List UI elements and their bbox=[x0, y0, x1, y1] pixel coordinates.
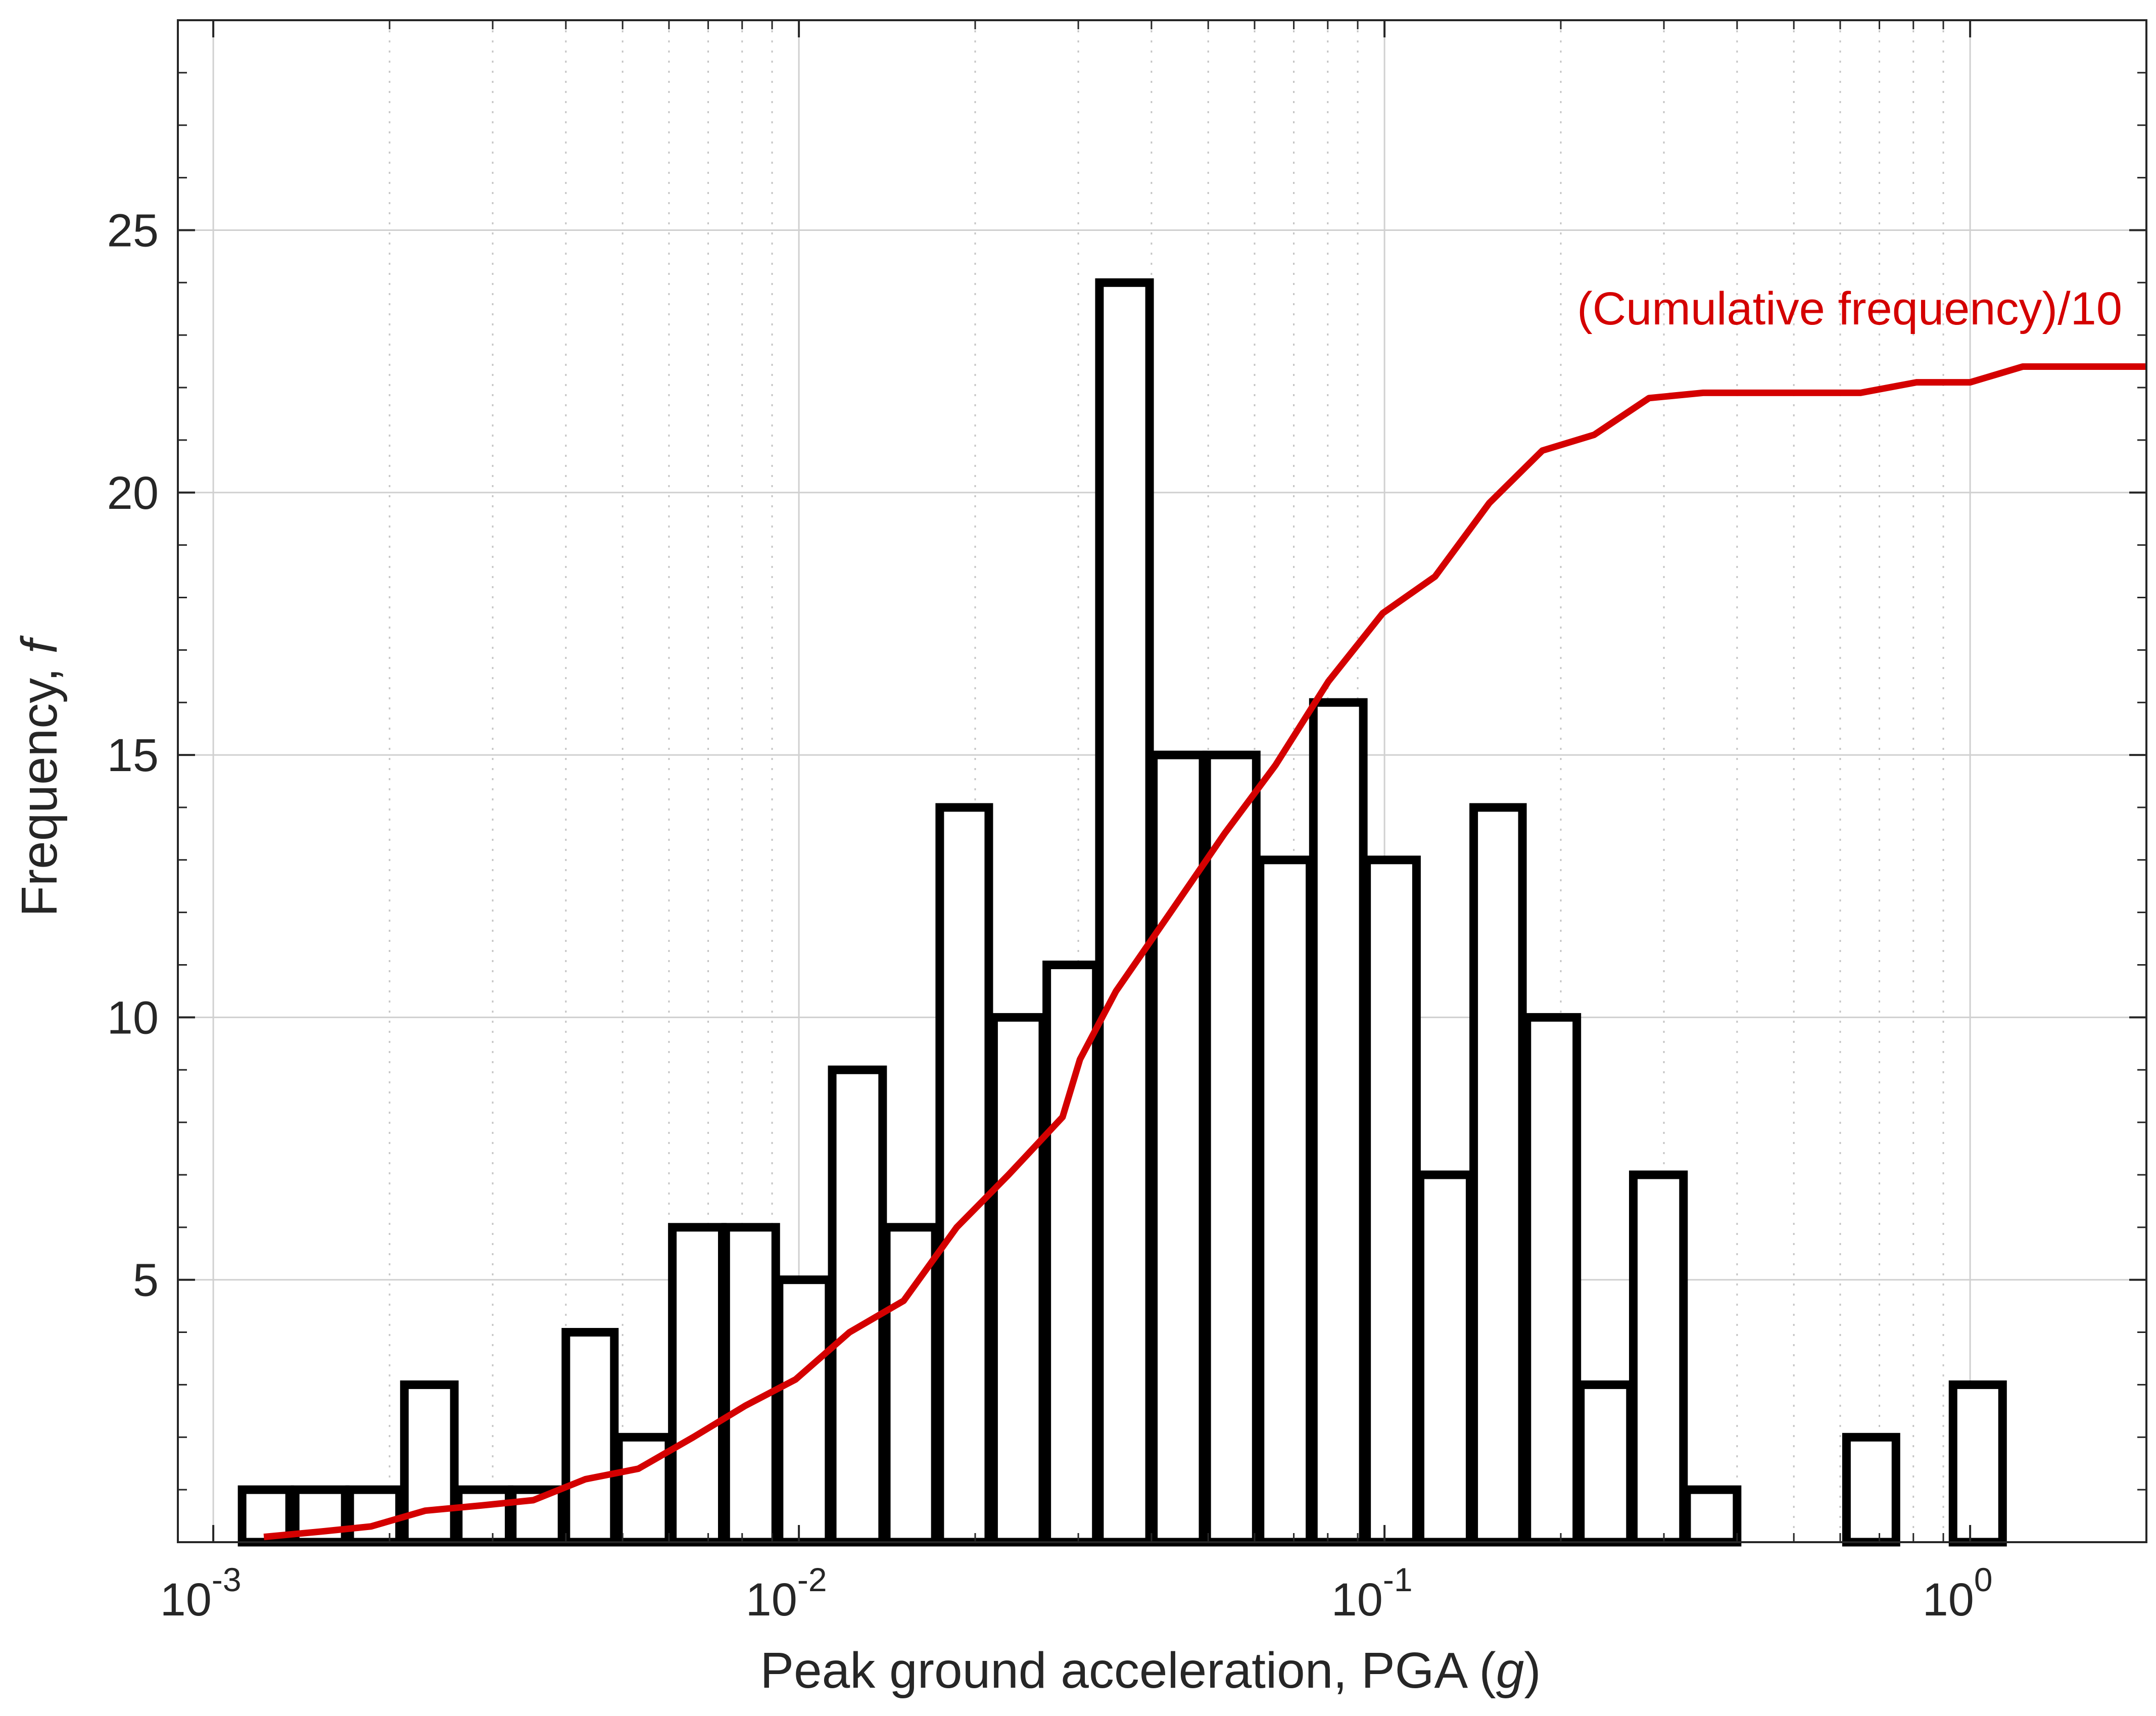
x-axis-label-suffix: ) bbox=[1524, 1642, 1541, 1699]
histogram-bar bbox=[1522, 1013, 1582, 1547]
x-tick-label-exponent: -1 bbox=[1383, 1561, 1413, 1598]
histogram-bar bbox=[1415, 1170, 1474, 1547]
x-tick-label: 10-1 bbox=[1331, 1561, 1413, 1626]
y-tick-label: 25 bbox=[107, 205, 159, 256]
histogram-bar bbox=[828, 1065, 887, 1547]
cumulative-frequency-polyline bbox=[263, 363, 2146, 1541]
annotation-label: (Cumulative frequency)/10 bbox=[1577, 283, 2122, 335]
histogram-bar bbox=[1095, 278, 1154, 1547]
y-axis-label-prefix: Frequency, bbox=[11, 654, 68, 917]
tick-marks bbox=[178, 20, 2146, 1542]
plot-frame bbox=[177, 19, 2147, 1543]
x-tick-label-exponent: -2 bbox=[797, 1561, 827, 1598]
histogram-bar bbox=[1309, 698, 1368, 1547]
x-axis-label: Peak ground acceleration, PGA (g) bbox=[760, 1642, 1541, 1699]
x-tick-label: 10-3 bbox=[160, 1561, 242, 1626]
x-tick-label-exponent: -3 bbox=[212, 1561, 242, 1598]
histogram-bar bbox=[561, 1328, 619, 1547]
histogram-bar bbox=[1362, 855, 1421, 1547]
histogram-bar bbox=[721, 1223, 780, 1547]
x-tick-label-exponent: 0 bbox=[1974, 1561, 1993, 1598]
x-axis-label-variable: g bbox=[1496, 1642, 1524, 1699]
y-tick-label: 20 bbox=[107, 467, 159, 519]
histogram-bar bbox=[1629, 1170, 1688, 1547]
x-tick-label-base: 10 bbox=[1331, 1574, 1383, 1626]
grid-lines bbox=[178, 20, 2146, 1542]
x-tick-label-base: 10 bbox=[160, 1574, 212, 1626]
histogram-bar bbox=[454, 1485, 514, 1547]
x-tick-label: 100 bbox=[1923, 1561, 1993, 1626]
histogram-bar bbox=[935, 803, 993, 1547]
cumulative-frequency-line bbox=[263, 363, 2146, 1541]
x-tick-label: 10-2 bbox=[746, 1561, 827, 1626]
histogram-bar bbox=[668, 1223, 727, 1547]
x-axis-label-prefix: Peak ground acceleration, PGA ( bbox=[760, 1642, 1496, 1699]
y-tick-label: 15 bbox=[107, 730, 159, 781]
histogram-bar bbox=[882, 1223, 940, 1547]
histogram-bar bbox=[1948, 1380, 2007, 1547]
histogram-bar bbox=[1256, 855, 1315, 1547]
y-tick-label: 10 bbox=[107, 992, 159, 1043]
histogram-bar bbox=[345, 1485, 404, 1547]
x-tick-label-base: 10 bbox=[1923, 1574, 1974, 1626]
histogram-bar bbox=[989, 1013, 1047, 1547]
histogram-bar bbox=[1202, 750, 1261, 1547]
histogram-bar bbox=[400, 1380, 459, 1547]
histogram-bar bbox=[1042, 961, 1101, 1547]
histogram-bar bbox=[1842, 1433, 1900, 1547]
x-tick-label-base: 10 bbox=[746, 1574, 797, 1626]
y-axis-label: Frequency, f bbox=[11, 635, 68, 917]
axes-frame bbox=[177, 19, 2147, 1543]
histogram-bar bbox=[775, 1275, 834, 1547]
y-tick-label: 5 bbox=[133, 1255, 159, 1306]
histogram-bar bbox=[1469, 803, 1527, 1547]
histogram-bar bbox=[1682, 1485, 1742, 1547]
histogram-bar bbox=[1576, 1380, 1635, 1547]
